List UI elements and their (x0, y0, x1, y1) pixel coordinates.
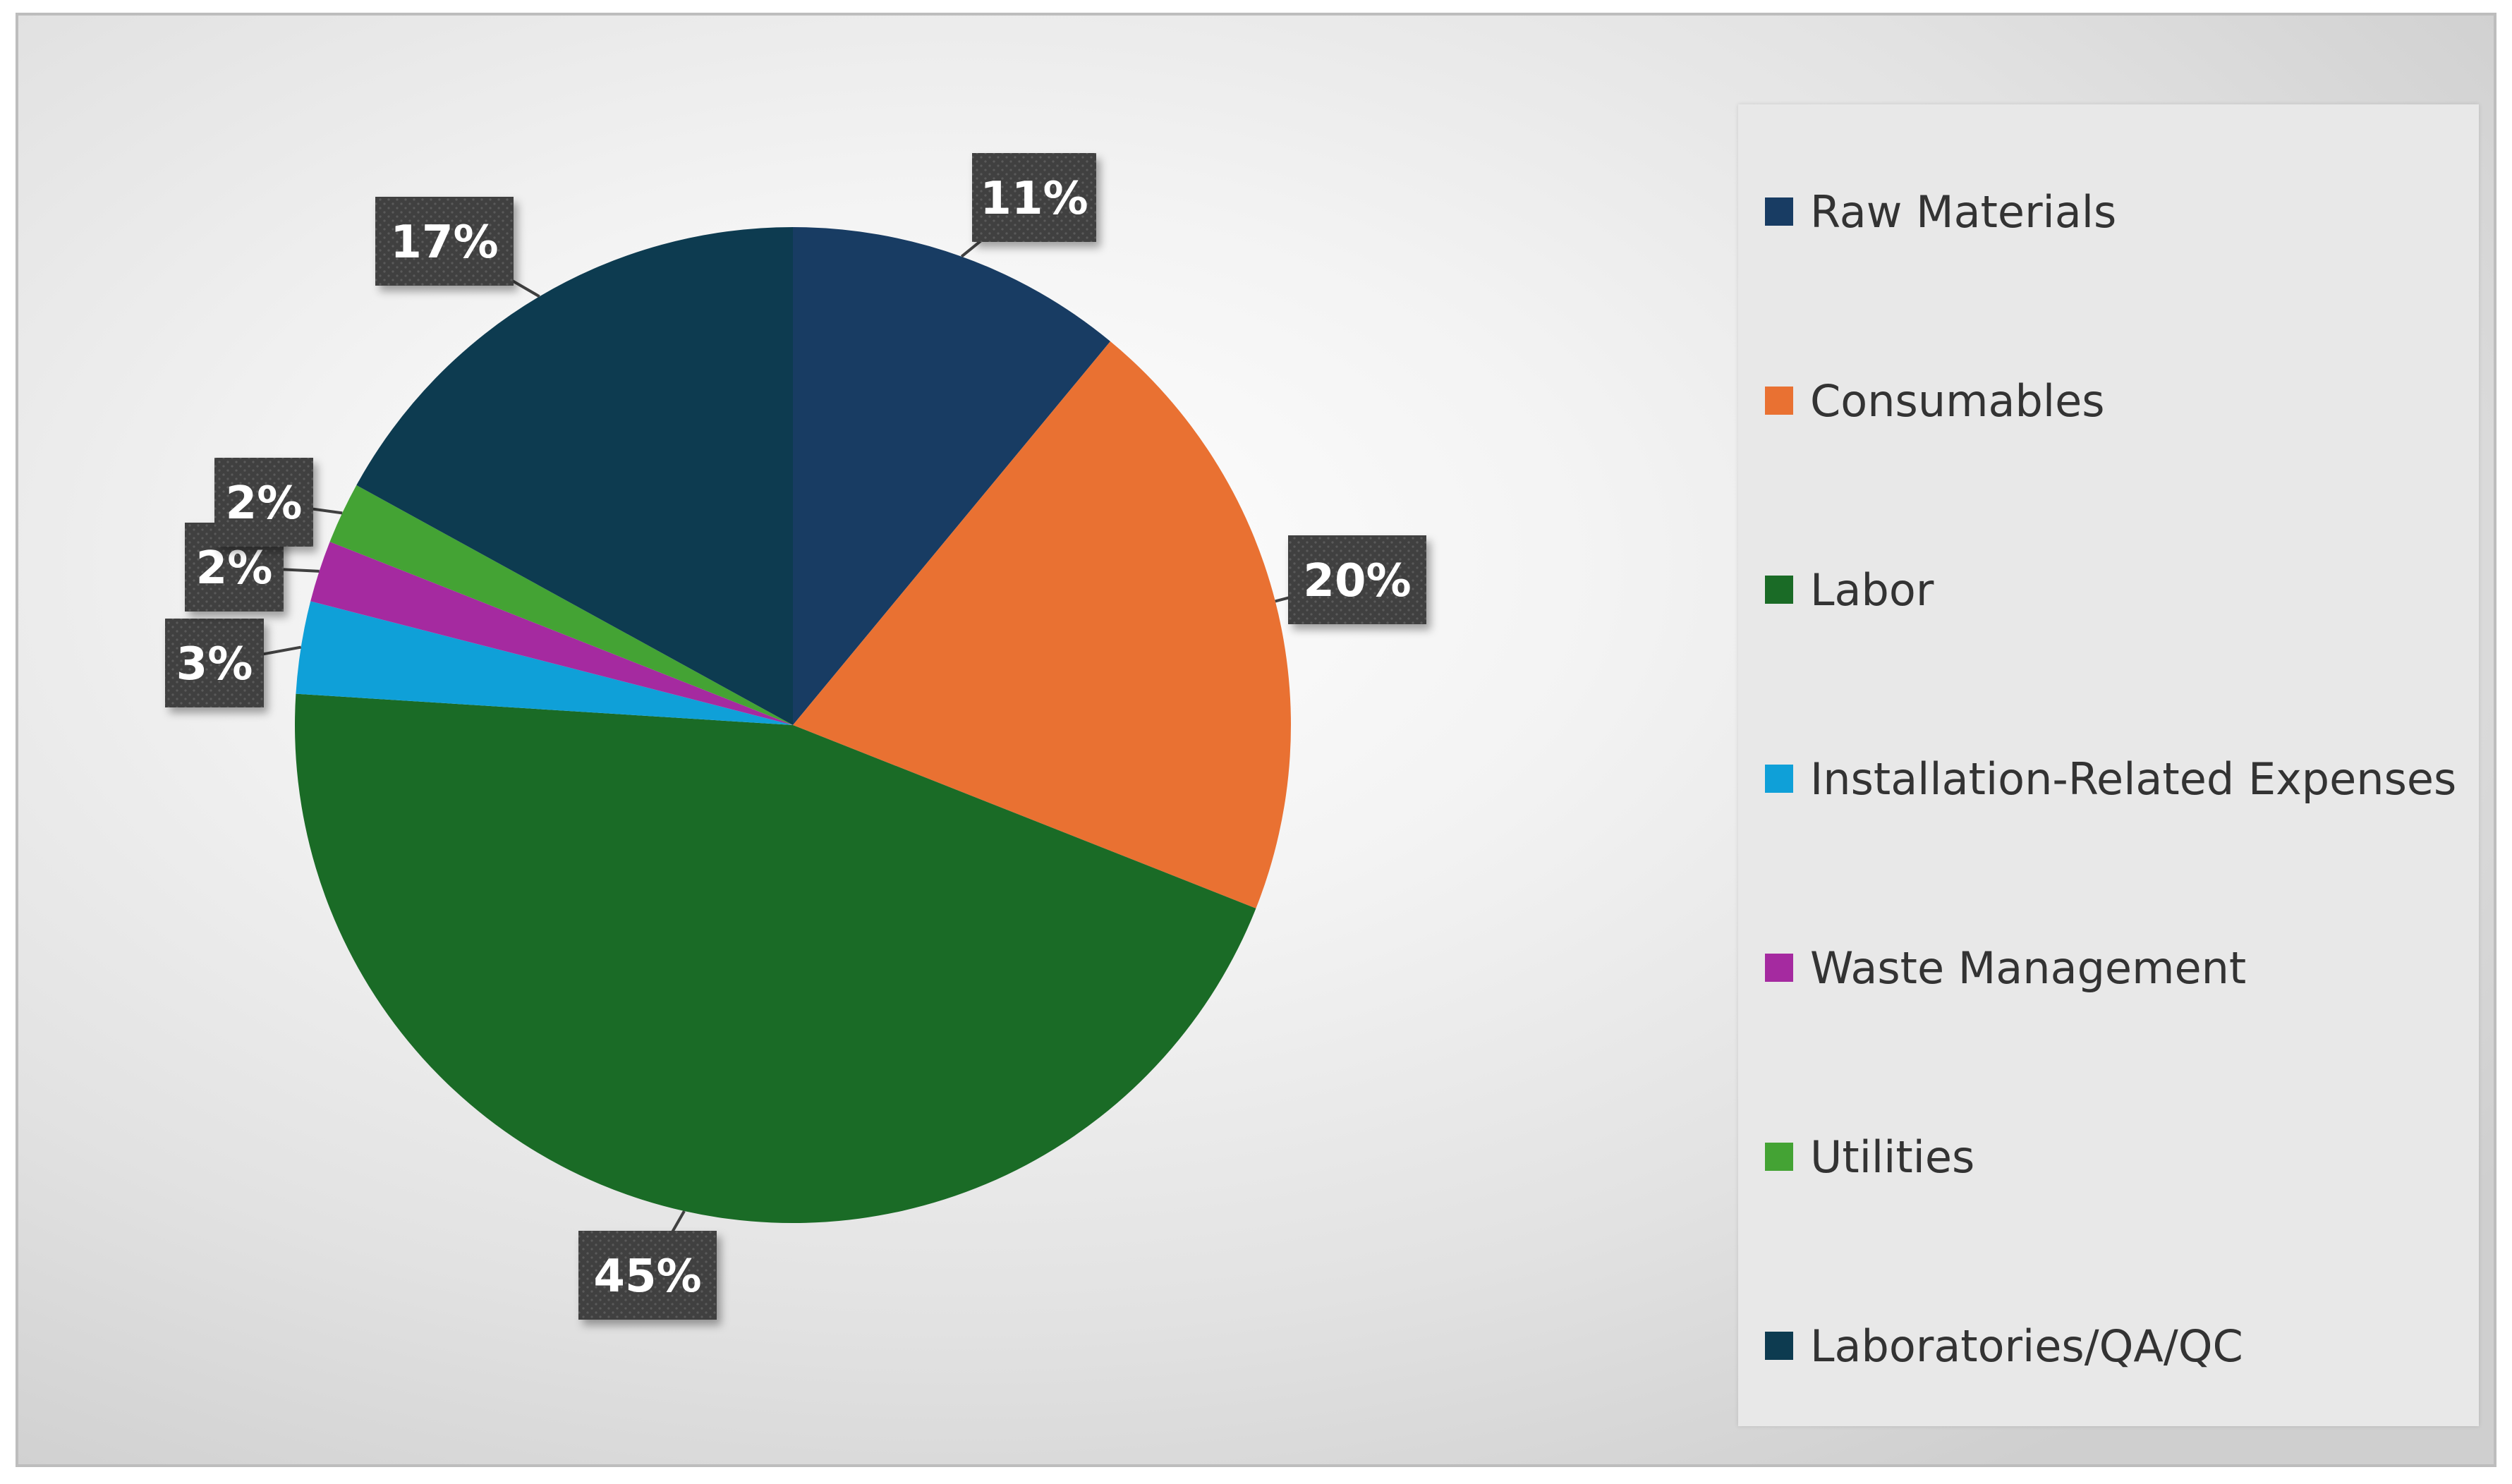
data-label-consumables: 20% (1288, 535, 1426, 624)
data-label-raw-materials: 11% (972, 153, 1096, 242)
legend-item-installation-related-expenses: Installation-Related Expenses (1765, 750, 2456, 807)
pie-slice-labor (295, 693, 1256, 1224)
legend: Raw Materials Consumables Labor Installatio… (1738, 104, 2479, 1426)
data-label-text: 11% (980, 173, 1088, 225)
data-label-installation-related-expenses: 3% (165, 619, 264, 707)
legend-label: Laboratories/QA/QC (1810, 1320, 2243, 1372)
pie-slice-raw-materials (793, 227, 1111, 725)
legend-label: Waste Management (1810, 942, 2247, 994)
legend-label: Utilities (1810, 1131, 1975, 1183)
data-label-text: 17% (390, 217, 498, 269)
data-label-text: 20% (1303, 555, 1411, 607)
legend-swatch (1765, 197, 1793, 226)
legend-item-labor: Labor (1765, 561, 1934, 618)
pie-chart: 11% 20% 45% 3% 2% 2% 17% (165, 153, 1426, 1320)
legend-swatch (1765, 1143, 1793, 1171)
legend-item-raw-materials: Raw Materials (1765, 183, 2116, 240)
data-label-labor: 45% (578, 1231, 717, 1320)
legend-item-laboratories-qa-qc: Laboratories/QA/QC (1765, 1318, 2243, 1374)
legend-item-waste-management: Waste Management (1765, 939, 2246, 996)
data-label-text: 2% (226, 478, 303, 530)
legend-item-consumables: Consumables (1765, 372, 2105, 429)
data-label-text: 2% (196, 542, 273, 595)
pie-slice-installation-related-expenses (296, 601, 793, 725)
legend-label: Consumables (1810, 375, 2105, 427)
legend-swatch (1765, 576, 1793, 604)
pie-slice-laboratories-qa-qc (356, 226, 793, 725)
chart-area: 11% 20% 45% 3% 2% 2% 17% Raw Materials Consumab… (16, 13, 2496, 1467)
legend-swatch (1765, 1332, 1793, 1360)
data-label-laboratories-qa-qc: 17% (375, 197, 514, 286)
pie-slice-consumables (793, 341, 1291, 908)
legend-swatch (1765, 954, 1793, 982)
legend-item-utilities: Utilities (1765, 1129, 1974, 1185)
legend-label: Labor (1810, 564, 1934, 616)
data-label-text: 3% (176, 638, 253, 691)
pie-slice-waste-management (310, 542, 793, 725)
legend-swatch (1765, 765, 1793, 793)
pie-slice-utilities (329, 485, 794, 725)
legend-label: Raw Materials (1810, 186, 2117, 238)
legend-label: Installation-Related Expenses (1810, 753, 2457, 805)
data-label-utilities: 2% (214, 458, 313, 547)
legend-swatch (1765, 387, 1793, 415)
data-label-text: 45% (593, 1251, 701, 1303)
